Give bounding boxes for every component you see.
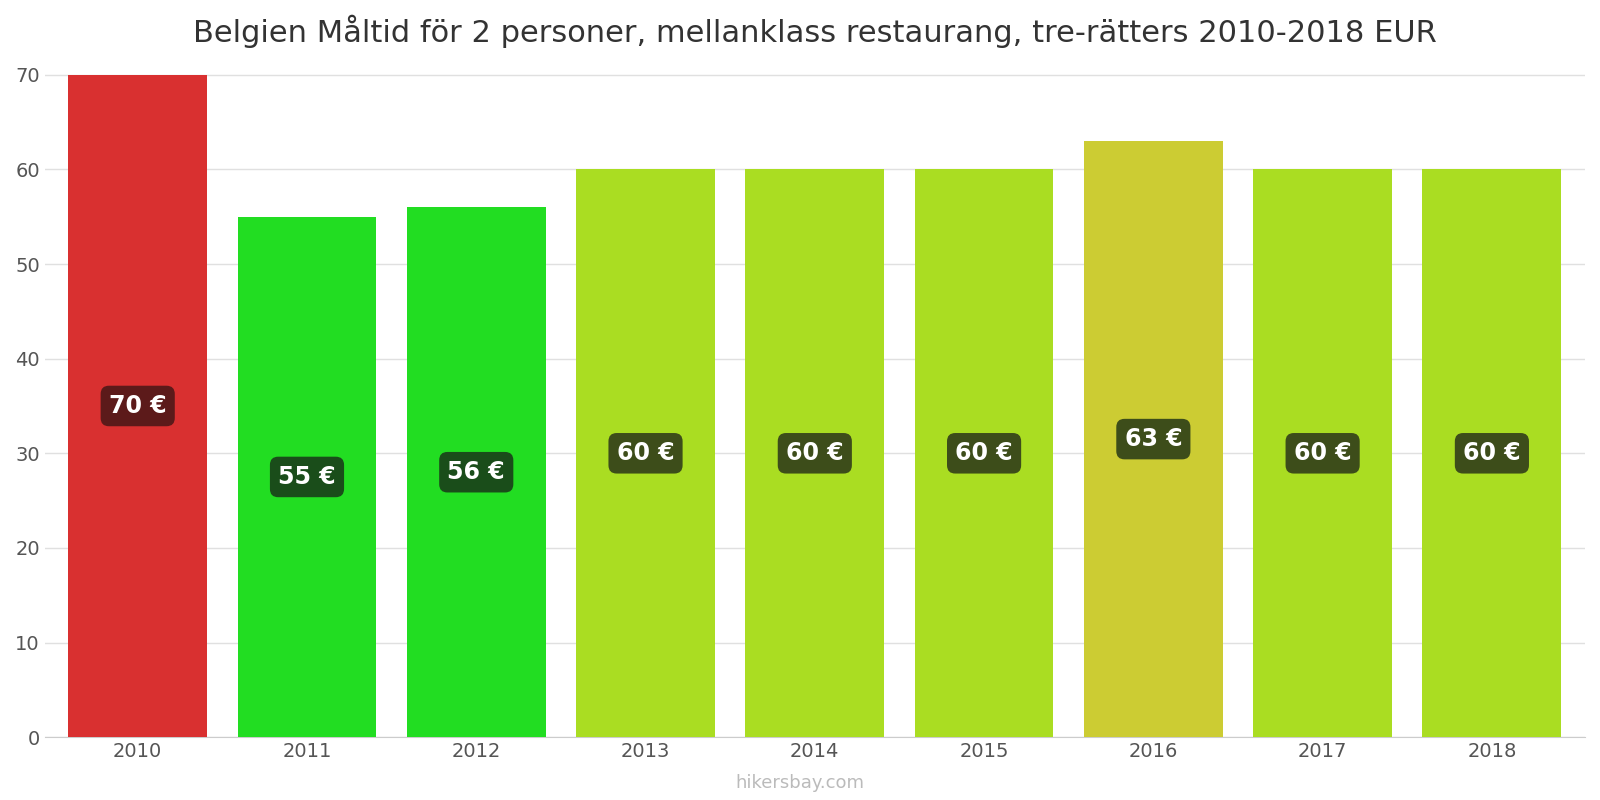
Text: 60 €: 60 € <box>1294 442 1352 466</box>
Text: 60 €: 60 € <box>955 442 1013 466</box>
Text: 60 €: 60 € <box>616 442 674 466</box>
Text: 70 €: 70 € <box>109 394 166 418</box>
Text: 60 €: 60 € <box>1462 442 1520 466</box>
Bar <box>69 75 206 737</box>
Text: 56 €: 56 € <box>448 460 506 484</box>
Text: 60 €: 60 € <box>786 442 843 466</box>
Bar <box>406 207 546 737</box>
Bar <box>237 217 376 737</box>
Text: 55 €: 55 € <box>278 465 336 489</box>
Bar <box>1253 170 1392 737</box>
Bar <box>915 170 1053 737</box>
Bar <box>1422 170 1562 737</box>
Text: 63 €: 63 € <box>1125 427 1182 451</box>
Text: hikersbay.com: hikersbay.com <box>736 774 864 792</box>
Bar <box>746 170 885 737</box>
Bar <box>1083 141 1222 737</box>
Title: Belgien Måltid för 2 personer, mellanklass restaurang, tre-rätters 2010-2018 EUR: Belgien Måltid för 2 personer, mellankla… <box>194 15 1437 48</box>
Bar <box>576 170 715 737</box>
